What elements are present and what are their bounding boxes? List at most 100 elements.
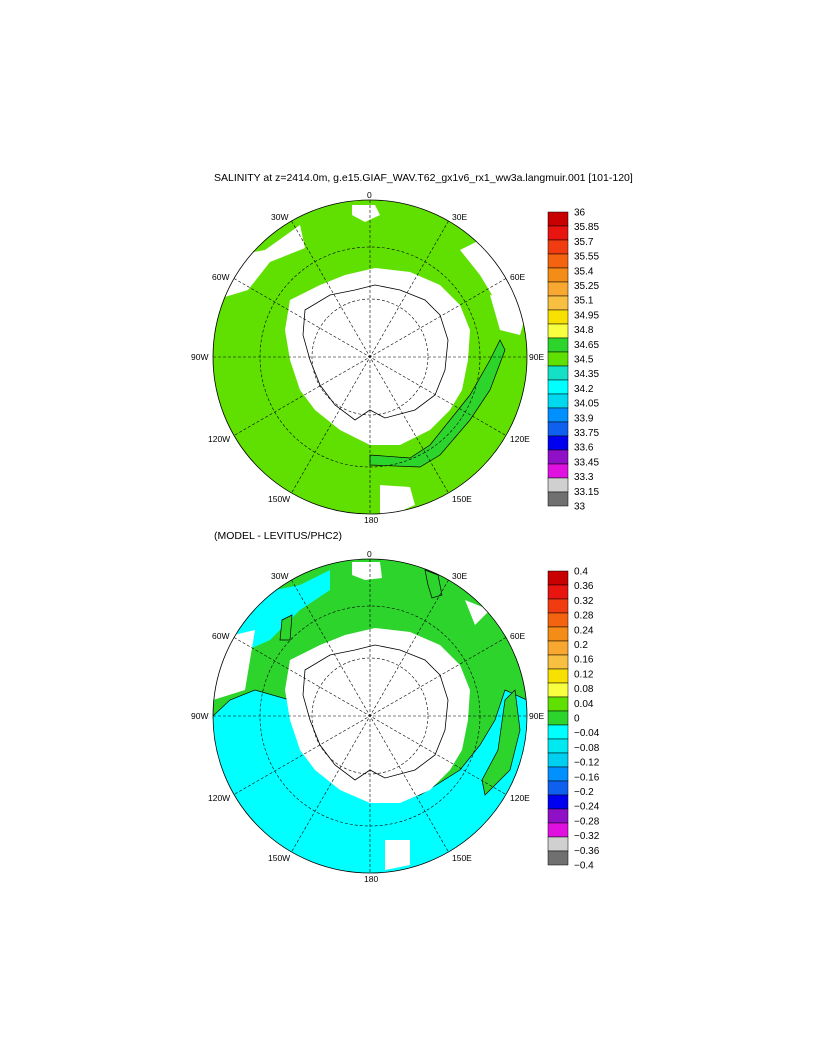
bottom-colorbar-label: −0.32 bbox=[574, 831, 600, 842]
lon-label-150e: 150E bbox=[452, 853, 472, 863]
lon-label-120w: 120W bbox=[208, 434, 230, 444]
bottom-colorbar-swatch bbox=[547, 598, 569, 614]
bottom-colorbar-swatch bbox=[547, 766, 569, 782]
top-colorbar-label: 34.5 bbox=[574, 355, 594, 366]
bottom-colorbar-swatch bbox=[547, 752, 569, 768]
lon-label-90w: 90W bbox=[191, 711, 208, 721]
bottom-missing-patch bbox=[465, 600, 490, 625]
top-polar-map: 0 30E 60E 90E 120E 150E 180 150W 120W 90… bbox=[191, 190, 599, 525]
top-colorbar-label: 33.15 bbox=[574, 487, 599, 498]
lon-label-30e: 30E bbox=[452, 571, 467, 581]
bottom-missing-patch bbox=[385, 840, 410, 870]
bottom-colorbar-label: 0.4 bbox=[574, 567, 588, 578]
bottom-colorbar-swatch bbox=[547, 696, 569, 712]
bottom-colorbar-swatch bbox=[547, 612, 569, 628]
bottom-colorbar-swatch bbox=[547, 836, 569, 852]
top-colorbar-label: 35.85 bbox=[574, 222, 599, 233]
bottom-colorbar-label: 0.08 bbox=[574, 684, 594, 695]
bottom-colorbar-swatch bbox=[547, 808, 569, 824]
bottom-colorbar-label: −0.12 bbox=[574, 758, 600, 769]
lon-label-180: 180 bbox=[364, 515, 378, 525]
bottom-colorbar-swatch bbox=[547, 654, 569, 670]
bottom-colorbar-swatch bbox=[547, 794, 569, 810]
top-colorbar-label: 34.2 bbox=[574, 384, 594, 395]
lon-label-90e: 90E bbox=[529, 352, 544, 362]
bottom-colorbar-swatch bbox=[547, 822, 569, 838]
bottom-colorbar-swatch bbox=[547, 584, 569, 600]
lon-label-120w: 120W bbox=[208, 793, 230, 803]
bottom-colorbar-swatch bbox=[547, 780, 569, 796]
bottom-colorbar-label: −0.24 bbox=[574, 802, 600, 813]
bottom-colorbar-label: −0.4 bbox=[574, 861, 594, 872]
bottom-panel-title: (MODEL - LEVITUS/PHC2) bbox=[214, 530, 342, 542]
bottom-colorbar-swatch bbox=[547, 682, 569, 698]
bottom-positive-blob bbox=[424, 569, 443, 599]
bottom-colorbar-label: 0.28 bbox=[574, 611, 594, 622]
bottom-colorbar: 0.4 0.36 0.32 0.28 0.24 0.2 0.16 0.12 0.08 0.04 0 −… bbox=[547, 567, 600, 872]
lon-label-30e: 30E bbox=[452, 212, 467, 222]
bottom-missing-patch bbox=[352, 562, 382, 580]
lon-label-90e: 90E bbox=[529, 711, 544, 721]
top-antarctica-coast bbox=[302, 284, 449, 421]
bottom-colorbar-label: 0.24 bbox=[574, 625, 594, 636]
lon-label-180: 180 bbox=[364, 874, 378, 884]
top-colorbar-label: 35.25 bbox=[574, 281, 599, 292]
lon-label-60e: 60E bbox=[510, 631, 525, 641]
bottom-polar-map: 0 30E 60E 90E 120E 150E 180 150W 120W 90… bbox=[191, 549, 600, 884]
top-antarctica bbox=[285, 268, 470, 445]
top-colorbar-label: 33.75 bbox=[574, 428, 599, 439]
bottom-colorbar-label: 0.36 bbox=[574, 581, 594, 592]
lon-label-0: 0 bbox=[367, 190, 372, 200]
bottom-colorbar-swatch bbox=[547, 850, 569, 866]
bottom-colorbar-label: −0.08 bbox=[574, 743, 600, 754]
bottom-colorbar-swatch bbox=[547, 668, 569, 684]
top-colorbar-label: 34.65 bbox=[574, 340, 599, 351]
bottom-colorbar-label: −0.2 bbox=[574, 787, 594, 798]
top-colorbar-label: 36 bbox=[574, 208, 586, 219]
top-colorbar-label: 35.1 bbox=[574, 296, 594, 307]
bottom-positive-blob bbox=[279, 614, 293, 641]
top-colorbar-label: 34.95 bbox=[574, 310, 599, 321]
lon-label-150e: 150E bbox=[452, 494, 472, 504]
lon-label-0: 0 bbox=[367, 549, 372, 559]
top-colorbar-swatch bbox=[547, 491, 569, 507]
lon-label-60w: 60W bbox=[212, 631, 229, 641]
bottom-colorbar-label: −0.16 bbox=[574, 772, 600, 783]
bottom-colorbar-swatch bbox=[547, 626, 569, 642]
top-colorbar-label: 33.9 bbox=[574, 413, 594, 424]
lon-label-120e: 120E bbox=[510, 434, 530, 444]
bottom-antarctica bbox=[285, 628, 470, 803]
lon-label-30w: 30W bbox=[271, 212, 288, 222]
lon-label-150w: 150W bbox=[268, 853, 290, 863]
top-missing-patch bbox=[380, 485, 415, 514]
top-colorbar-label: 35.7 bbox=[574, 237, 594, 248]
bottom-colorbar-label: 0 bbox=[574, 714, 580, 725]
top-colorbar-label: 33 bbox=[574, 502, 586, 513]
top-colorbar-label: 33.6 bbox=[574, 443, 594, 454]
lon-label-90w: 90W bbox=[191, 352, 208, 362]
top-colorbar-label: 34.8 bbox=[574, 325, 594, 336]
bottom-colorbar-label: 0.16 bbox=[574, 655, 594, 666]
top-missing-patch bbox=[213, 225, 305, 300]
bottom-colorbar-swatch bbox=[547, 724, 569, 740]
bottom-colorbar-swatch bbox=[547, 710, 569, 726]
lon-label-60e: 60E bbox=[510, 272, 525, 282]
bottom-colorbar-swatch bbox=[547, 738, 569, 754]
bottom-colorbar-label: −0.36 bbox=[574, 846, 600, 857]
bottom-colorbar-swatch bbox=[547, 570, 569, 586]
bottom-colorbar-label: 0.12 bbox=[574, 669, 594, 680]
lon-label-150w: 150W bbox=[268, 494, 290, 504]
lon-label-30w: 30W bbox=[271, 571, 288, 581]
bottom-colorbar-label: 0.2 bbox=[574, 640, 588, 651]
top-colorbar-label: 33.3 bbox=[574, 472, 594, 483]
top-colorbar-label: 35.55 bbox=[574, 252, 599, 263]
bottom-colorbar-swatch bbox=[547, 640, 569, 656]
top-colorbar-label: 35.4 bbox=[574, 266, 594, 277]
top-colorbar-label: 34.35 bbox=[574, 369, 599, 380]
top-colorbar-label: 34.05 bbox=[574, 399, 599, 410]
top-colorbar-label: 33.45 bbox=[574, 457, 599, 468]
top-missing-patch bbox=[352, 205, 380, 222]
top-panel-title: SALINITY at z=2414.0m, g.e15.GIAF_WAV.T6… bbox=[214, 172, 633, 184]
top-colorbar: 36 35.85 35.7 35.55 35.4 35.25 35.1 34.95 34.8 34… bbox=[547, 208, 599, 513]
bottom-colorbar-label: 0.04 bbox=[574, 699, 594, 710]
